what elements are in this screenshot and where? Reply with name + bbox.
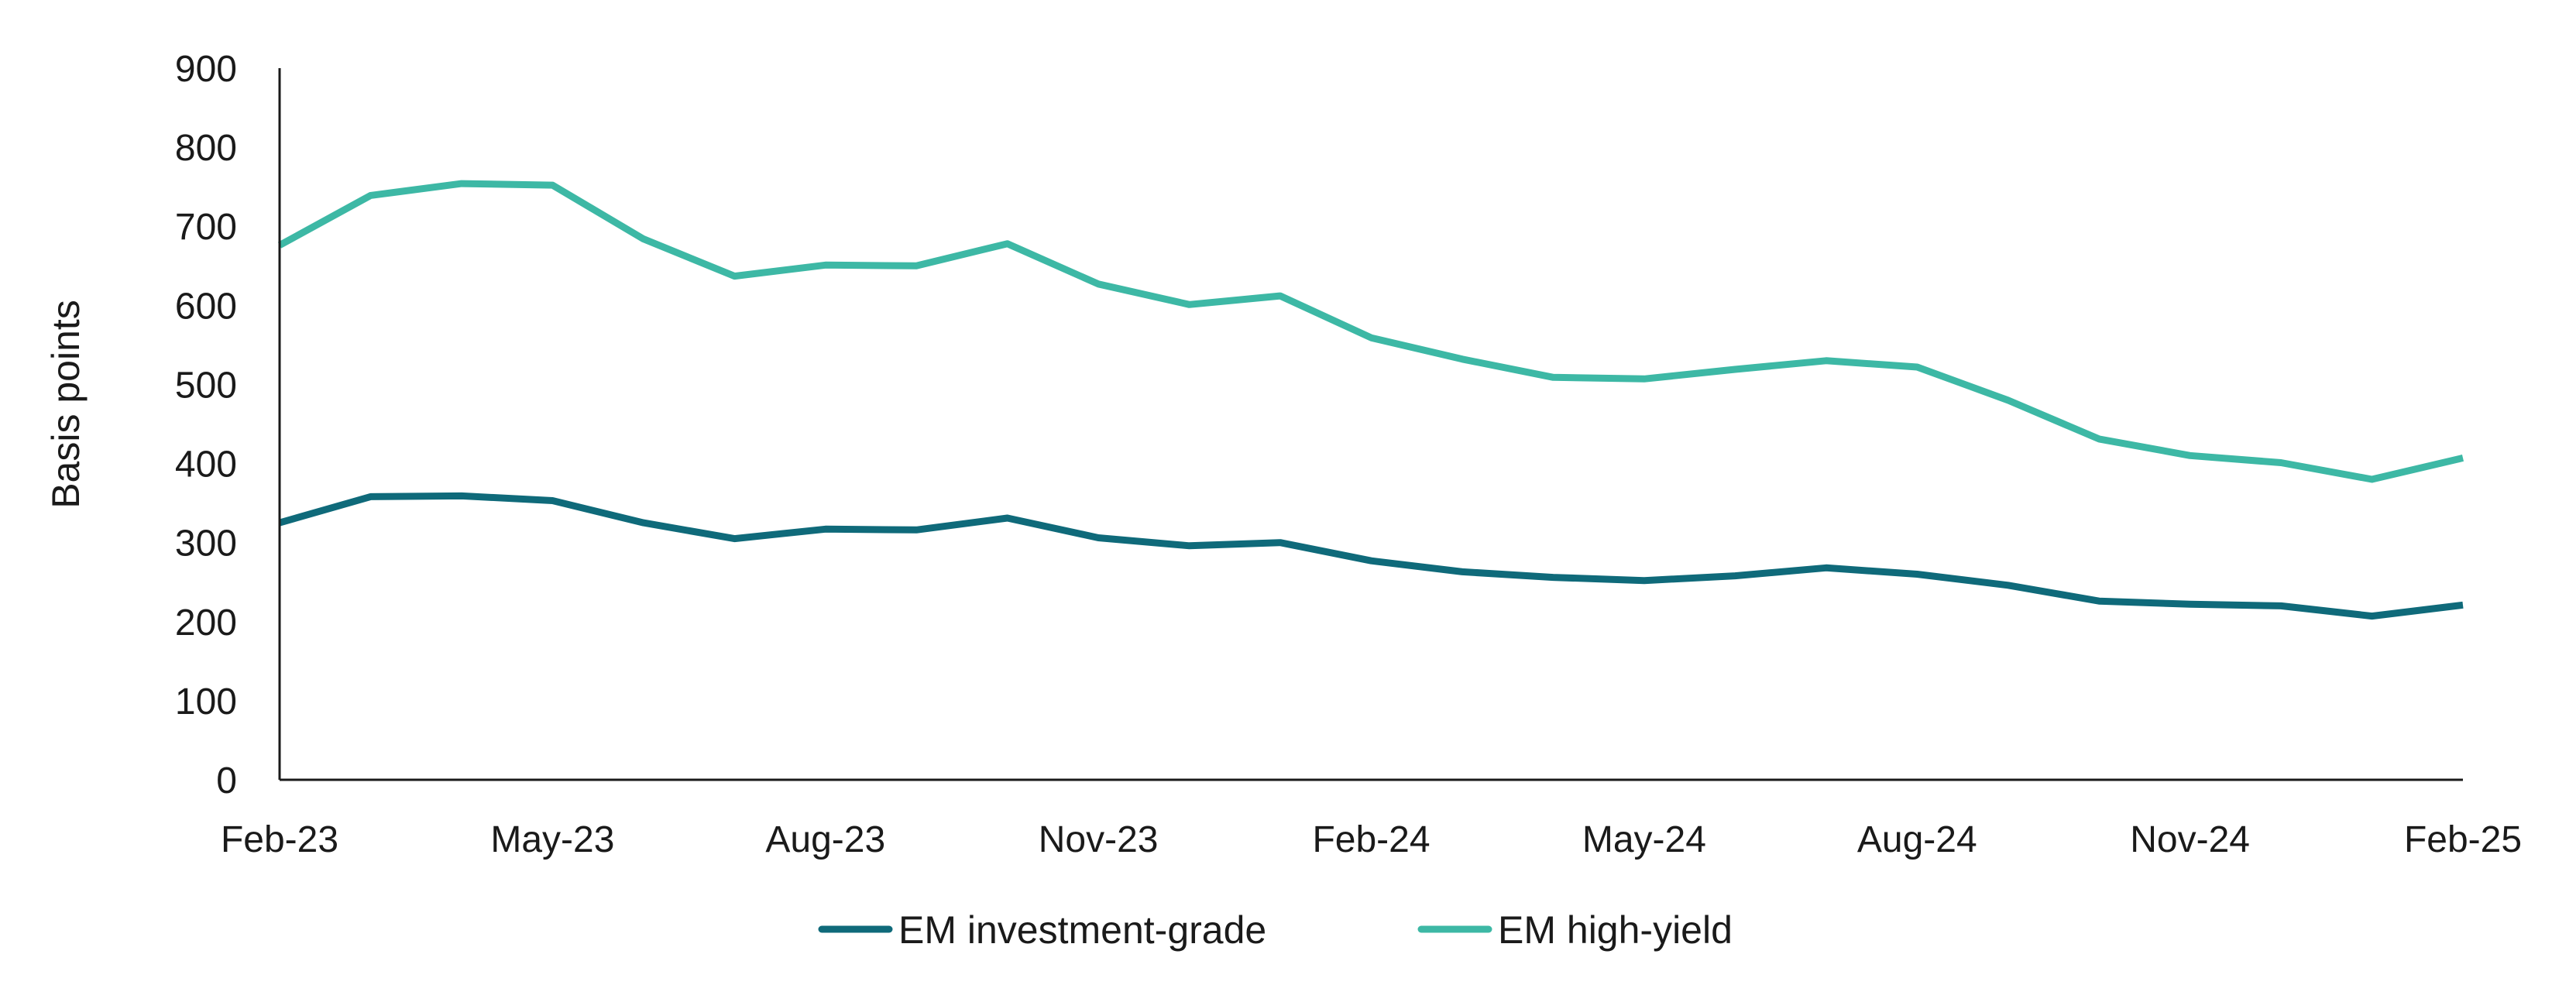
y-tick-label: 100 xyxy=(175,681,237,722)
y-tick-label: 200 xyxy=(175,602,237,644)
series-lines xyxy=(277,180,2464,620)
legend: EM investment-grade EM high-yield xyxy=(818,908,1733,952)
y-tick-label: 800 xyxy=(175,128,237,169)
x-tick-label: Aug-24 xyxy=(1857,819,1977,860)
y-tick-label: 300 xyxy=(175,523,237,565)
x-tick-label: Aug-23 xyxy=(765,819,885,860)
y-tick-label: 600 xyxy=(175,286,237,327)
x-tick-label: Nov-24 xyxy=(2130,819,2250,860)
y-tick-label: 900 xyxy=(175,49,237,90)
legend-item-em-high-yield: EM high-yield xyxy=(1417,908,1733,952)
x-tick-label: May-23 xyxy=(490,819,614,860)
x-tick-label: Nov-23 xyxy=(1039,819,1159,860)
x-tick-label: Feb-24 xyxy=(1312,819,1430,860)
legend-item-em-investment-grade: EM investment-grade xyxy=(818,908,1266,952)
legend-label: EM investment-grade xyxy=(898,908,1266,952)
x-tick-label: May-24 xyxy=(1582,819,1706,860)
legend-label: EM high-yield xyxy=(1498,908,1733,952)
y-axis-title: Basis points xyxy=(44,300,88,509)
x-tick-label: Feb-25 xyxy=(2404,819,2522,860)
x-axis-ticks: Feb-23 May-23 Aug-23 Nov-23 Feb-24 May-24 Aug-… xyxy=(221,819,2522,860)
y-tick-label: 400 xyxy=(175,444,237,486)
y-axis-ticks: 0 100 200 300 400 500 600 700 800 900 xyxy=(175,49,237,801)
series-line-em-high-yield xyxy=(277,180,2464,483)
y-tick-label: 700 xyxy=(175,207,237,248)
x-tick-label: Feb-23 xyxy=(221,819,338,860)
series-line-em-investment-grade xyxy=(278,492,2464,620)
y-tick-label: 500 xyxy=(175,365,237,406)
y-tick-label: 0 xyxy=(216,760,237,801)
